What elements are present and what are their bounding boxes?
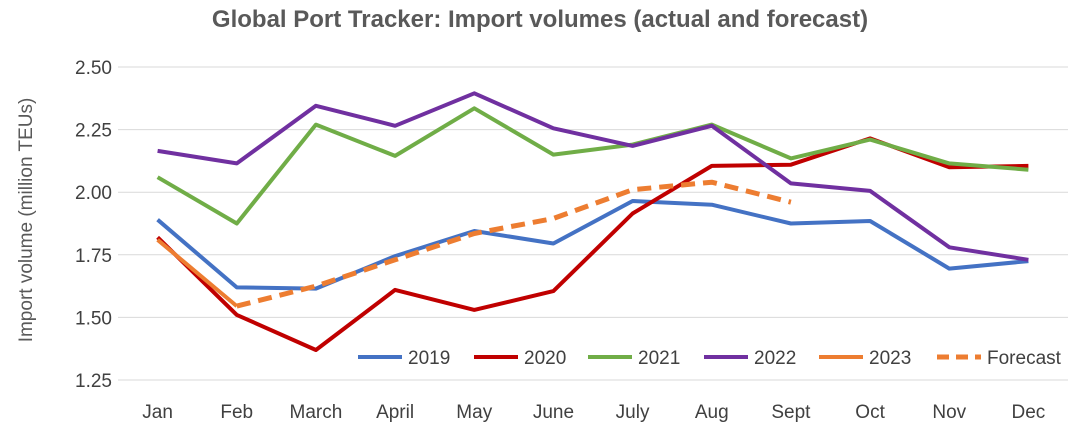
x-tick-label: May: [456, 402, 492, 423]
x-tick-labels: Jan Feb March April May June July Aug Sept Oct Nov…: [142, 402, 1045, 423]
legend-label: 2020: [524, 348, 566, 369]
x-tick-label: Sept: [771, 402, 811, 423]
y-tick-labels: 1.25 1.50 1.75 2.00 2.25 2.50: [75, 58, 112, 392]
x-tick-label: Dec: [1012, 402, 1046, 423]
series-line-2021: [156, 106, 1029, 226]
x-tick-label: Jan: [142, 402, 173, 423]
series-lines: [156, 91, 1029, 352]
series-line-2019: [156, 199, 1029, 291]
legend: 2019 2020 2021 2022 2023 Forecast: [358, 348, 1062, 369]
x-tick-label: March: [290, 402, 343, 423]
y-tick-label: 2.25: [75, 121, 112, 142]
series-line-2020: [156, 136, 1029, 352]
legend-label: 2019: [408, 348, 450, 369]
series-line-2023: [156, 238, 239, 308]
y-tick-label: 1.75: [75, 246, 112, 267]
chart-title: Global Port Tracker: Import volumes (act…: [211, 6, 869, 33]
x-tick-label: April: [376, 402, 414, 423]
y-tick-label: 1.25: [75, 371, 112, 392]
y-tick-label: 1.50: [75, 308, 112, 329]
x-tick-label: Oct: [855, 402, 885, 423]
y-axis-title: Import volume (million TEUs): [16, 98, 37, 343]
series-line-2022: [157, 91, 1029, 262]
x-tick-label: July: [616, 402, 650, 423]
x-tick-label: Aug: [695, 402, 729, 423]
x-tick-label: June: [533, 402, 574, 423]
y-tick-label: 2.00: [75, 183, 112, 204]
legend-label: Forecast: [987, 348, 1062, 369]
legend-label: 2023: [869, 348, 911, 369]
series-line-forecast: [236, 179, 792, 309]
x-tick-label: Nov: [932, 402, 966, 423]
y-tick-label: 2.50: [75, 58, 112, 79]
legend-label: 2022: [754, 348, 796, 369]
legend-label: 2021: [638, 348, 680, 369]
x-tick-label: Feb: [220, 402, 253, 423]
